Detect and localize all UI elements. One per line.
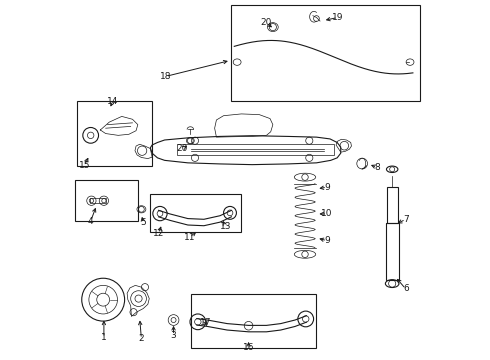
Text: 14: 14 (107, 97, 119, 106)
Text: 20: 20 (177, 144, 188, 153)
Text: 2: 2 (139, 334, 144, 343)
Bar (231, 5, 420, 102)
Text: 16: 16 (243, 343, 254, 352)
Text: 9: 9 (324, 183, 330, 192)
Text: 1: 1 (101, 333, 107, 342)
Bar (75, 180, 138, 221)
Text: 13: 13 (220, 222, 231, 231)
Text: 6: 6 (403, 284, 409, 293)
Bar (77, 102, 152, 166)
Text: 19: 19 (332, 13, 343, 22)
Text: 5: 5 (140, 219, 146, 228)
Text: 15: 15 (78, 161, 90, 170)
Bar (150, 194, 242, 232)
Bar (90, 198, 106, 203)
Text: 8: 8 (374, 163, 380, 172)
Text: 18: 18 (160, 72, 172, 81)
Bar (192, 294, 317, 348)
Text: 9: 9 (324, 236, 330, 245)
Text: 17: 17 (200, 318, 212, 327)
Text: 20: 20 (261, 18, 272, 27)
Text: 11: 11 (184, 233, 196, 242)
Text: 10: 10 (321, 210, 333, 219)
Bar (387, 187, 397, 223)
Text: 4: 4 (88, 217, 94, 226)
Text: 3: 3 (171, 331, 176, 340)
Text: 12: 12 (153, 229, 164, 238)
Bar (386, 223, 398, 280)
Text: 7: 7 (403, 215, 409, 224)
